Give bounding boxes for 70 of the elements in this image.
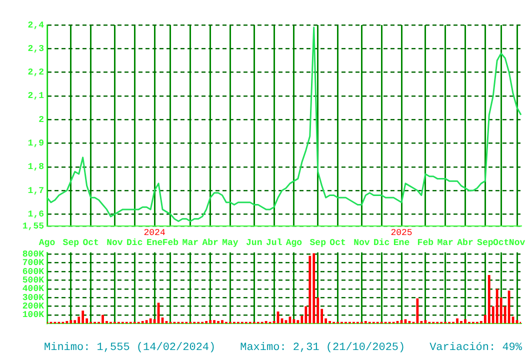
x-tick-label: Sep <box>477 238 494 248</box>
x-tick-label: Mar <box>182 238 198 248</box>
y-tick-label: 200K <box>22 302 45 312</box>
y-tick-label: 500K <box>22 275 45 286</box>
y-tick-label: 2,3 <box>28 44 44 54</box>
bar <box>488 274 490 324</box>
bar <box>213 320 216 324</box>
x-tick-label: Nov <box>106 238 124 248</box>
text: Variación: 49% <box>430 342 522 354</box>
bar <box>312 253 316 324</box>
x-tick-label: Jun <box>246 238 262 248</box>
y-tick-label: 2 <box>38 114 44 125</box>
x-tick-label: Mar <box>437 238 454 248</box>
bar <box>102 314 104 324</box>
x-tick-label: Oct <box>492 238 510 248</box>
y-tick-label: 2,1 <box>28 91 45 102</box>
bar <box>424 320 427 324</box>
x-tick-label: Jul <box>266 238 283 248</box>
y-tick-label: 600K <box>22 266 45 277</box>
y-tick-label: 400K <box>22 284 45 294</box>
text: Maximo: 2,31 (21/10/2025) <box>240 342 406 354</box>
y-tick-label: 100K <box>22 310 45 320</box>
x-tick-label: Feb <box>162 238 179 248</box>
bar <box>74 320 76 324</box>
x-tick-label: May <box>222 238 239 248</box>
x-tick-label: Oct <box>330 238 346 248</box>
bar <box>141 320 144 324</box>
bar <box>209 320 212 324</box>
x-tick-label: Ago <box>38 238 56 248</box>
bar <box>496 288 498 324</box>
bar <box>149 318 152 324</box>
bar <box>264 320 268 324</box>
y-tick-label: 1,55 <box>22 221 44 232</box>
text: Minimo: 1,555 (14/02/2024) <box>44 342 216 354</box>
y-tick-label: 2,4 <box>28 20 45 30</box>
y-tick-label: 700K <box>22 258 45 268</box>
bar <box>217 320 220 324</box>
y-tick-label: 1,9 <box>28 138 44 148</box>
bar <box>464 319 466 324</box>
x-tick-label: Dic <box>373 238 390 248</box>
bar <box>456 318 458 324</box>
bar <box>460 320 462 324</box>
bar <box>66 320 68 324</box>
y-tick-label: 1,8 <box>28 162 44 172</box>
x-tick-label: 2025 Ene <box>390 228 412 248</box>
x-tick-label: Nov <box>508 238 526 248</box>
bar <box>308 256 312 324</box>
x-tick-label: Nov <box>354 238 370 248</box>
y-tick-label: 800K <box>22 249 45 260</box>
x-tick-label: Feb <box>417 238 434 248</box>
y-tick-label: 1,6 <box>28 209 44 220</box>
bar <box>364 320 367 324</box>
x-tick-label: Abr <box>457 238 474 248</box>
x-tick-label: Abr <box>202 238 218 248</box>
x-tick-label: Sep <box>62 238 79 248</box>
x-tick-label: Ago <box>286 238 302 248</box>
x-tick-label: Oct <box>82 238 99 248</box>
y-tick-label: 2,2 <box>28 68 44 78</box>
bar <box>82 310 84 324</box>
bar <box>416 298 419 324</box>
y-tick-label: 300K <box>22 292 45 303</box>
bar <box>221 320 224 324</box>
x-tick-label: Dic <box>126 238 143 248</box>
bar <box>145 320 148 324</box>
bar <box>70 320 72 324</box>
y-tick-label: 1,7 <box>28 186 44 196</box>
bar <box>296 320 300 324</box>
x-tick-label: Sep <box>310 238 326 248</box>
bar <box>328 320 331 324</box>
bar <box>205 320 208 324</box>
